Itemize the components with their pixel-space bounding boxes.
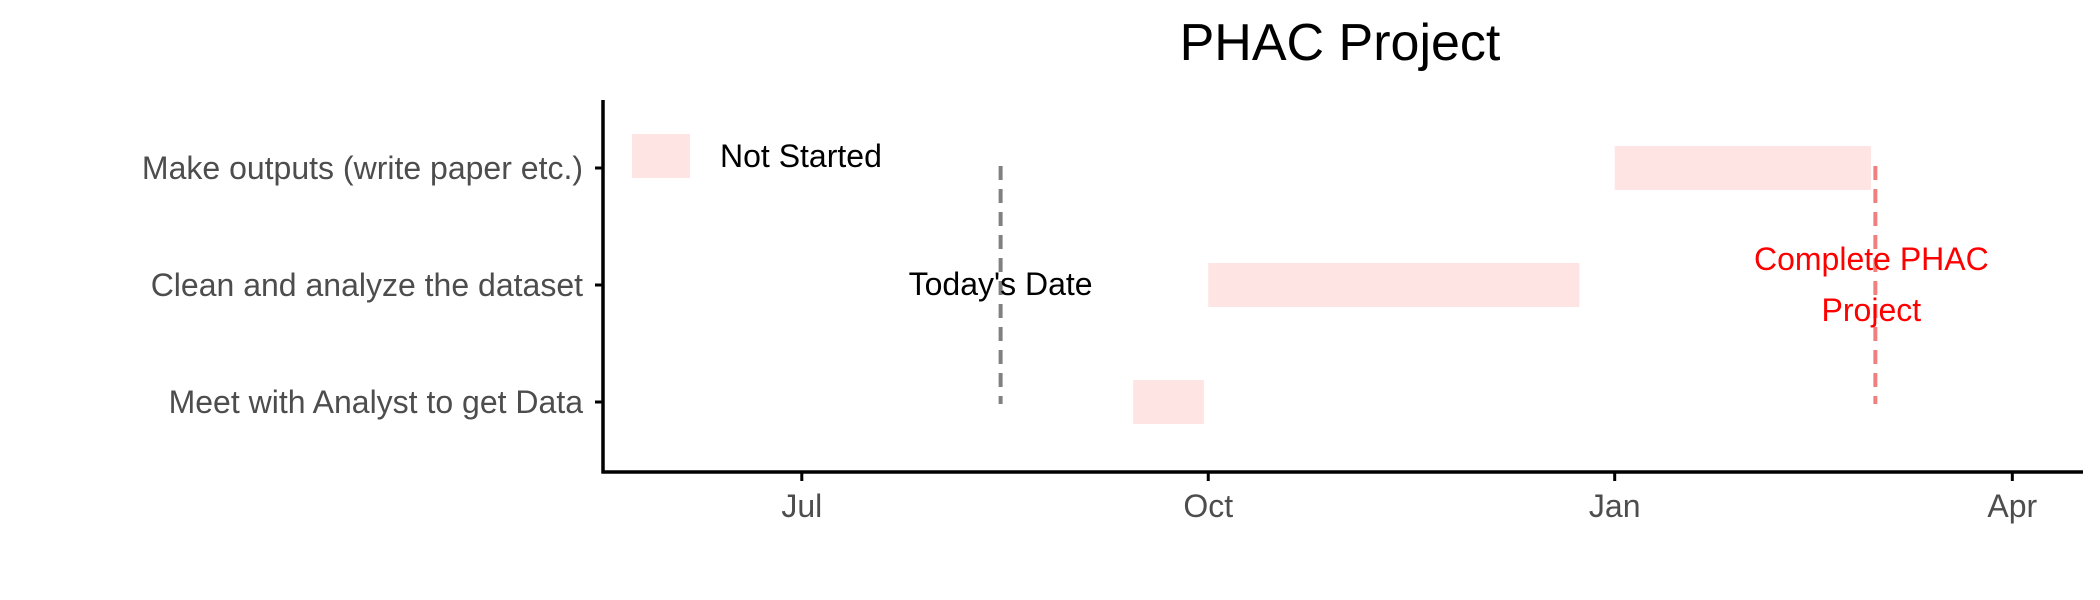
legend-label: Not Started [720, 138, 882, 174]
task-bar [1208, 263, 1580, 307]
plot-area: Today's Date Complete PHAC Project Meet wit… [142, 100, 2083, 524]
y-tick-label: Meet with Analyst to get Data [169, 384, 584, 420]
deadline-label: Project [1822, 292, 1922, 328]
today-label: Today's Date [909, 266, 1093, 302]
y-tick-label: Clean and analyze the dataset [151, 267, 583, 303]
x-tick-label: Apr [1987, 488, 2037, 524]
deadline-label: Complete PHAC [1754, 241, 1989, 277]
y-tick-label: Make outputs (write paper etc.) [142, 150, 583, 186]
task-bar [1614, 146, 1871, 190]
x-tick-label: Oct [1183, 488, 1233, 524]
task-bar [1133, 380, 1204, 424]
legend-swatch [632, 134, 690, 178]
x-tick-label: Jan [1589, 488, 1641, 524]
x-tick-label: Jul [781, 488, 822, 524]
chart-title: PHAC Project [1180, 14, 1501, 72]
